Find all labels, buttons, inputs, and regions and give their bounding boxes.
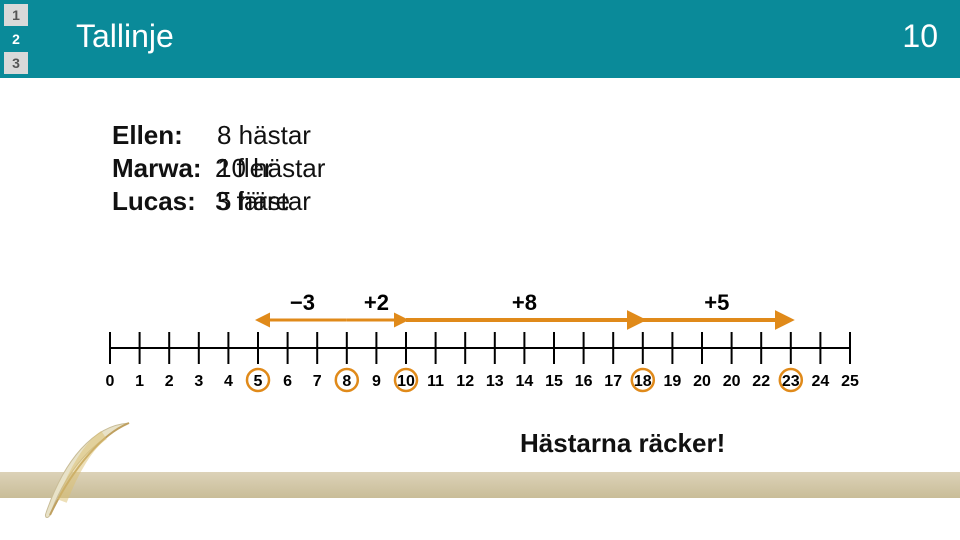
svg-text:11: 11 xyxy=(427,373,444,390)
svg-text:+2: +2 xyxy=(364,290,389,315)
list-value-overlay: 3 färre xyxy=(215,186,290,217)
list-name: Marwa: xyxy=(112,153,217,184)
conclusion-text: Hästarna räcker! xyxy=(520,428,725,459)
list-value: 5 hästar 3 färre xyxy=(217,186,311,217)
bottom-stripe xyxy=(0,472,960,498)
svg-text:5: 5 xyxy=(254,373,263,390)
horse-list: Ellen: 8 hästar Marwa: 10 hästar 2 fler … xyxy=(112,120,325,219)
svg-text:14: 14 xyxy=(516,373,534,390)
svg-text:0: 0 xyxy=(106,373,115,390)
list-name: Ellen: xyxy=(112,120,217,151)
svg-text:3: 3 xyxy=(194,373,203,390)
svg-text:17: 17 xyxy=(604,373,622,390)
feather-icon xyxy=(34,415,144,530)
svg-text:6: 6 xyxy=(283,373,292,390)
page-title: Tallinje xyxy=(76,18,174,55)
svg-text:+8: +8 xyxy=(512,290,537,315)
svg-text:−3: −3 xyxy=(290,290,315,315)
svg-text:4: 4 xyxy=(224,373,233,390)
svg-text:15: 15 xyxy=(545,373,563,390)
list-value-overlay: 2 fler xyxy=(215,153,273,184)
list-row: Marwa: 10 hästar 2 fler xyxy=(112,153,325,184)
page-number: 10 xyxy=(902,18,938,55)
header-bar: 1 2 3 Tallinje 10 xyxy=(0,0,960,78)
list-value: 10 hästar 2 fler xyxy=(217,153,325,184)
tab-2[interactable]: 2 xyxy=(4,28,28,50)
tab-column: 1 2 3 xyxy=(4,4,28,76)
svg-text:25: 25 xyxy=(841,373,859,390)
list-row: Ellen: 8 hästar xyxy=(112,120,325,151)
svg-text:8: 8 xyxy=(342,373,351,390)
svg-text:22: 22 xyxy=(752,373,770,390)
numberline-chart: −3+2+8+501234567891011121314151617181920… xyxy=(100,278,860,458)
svg-text:24: 24 xyxy=(812,373,830,390)
tab-1[interactable]: 1 xyxy=(4,4,28,26)
svg-text:2: 2 xyxy=(165,373,174,390)
tab-3[interactable]: 3 xyxy=(4,52,28,74)
svg-text:12: 12 xyxy=(456,373,474,390)
svg-text:20: 20 xyxy=(723,373,741,390)
svg-text:19: 19 xyxy=(664,373,682,390)
svg-text:20: 20 xyxy=(693,373,711,390)
svg-text:+5: +5 xyxy=(704,290,729,315)
list-row: Lucas: 5 hästar 3 färre xyxy=(112,186,325,217)
list-name: Lucas: xyxy=(112,186,217,217)
svg-text:1: 1 xyxy=(135,373,144,390)
svg-text:16: 16 xyxy=(575,373,593,390)
list-value: 8 hästar xyxy=(217,120,311,151)
svg-text:9: 9 xyxy=(372,373,381,390)
svg-text:7: 7 xyxy=(313,373,322,390)
svg-text:13: 13 xyxy=(486,373,504,390)
